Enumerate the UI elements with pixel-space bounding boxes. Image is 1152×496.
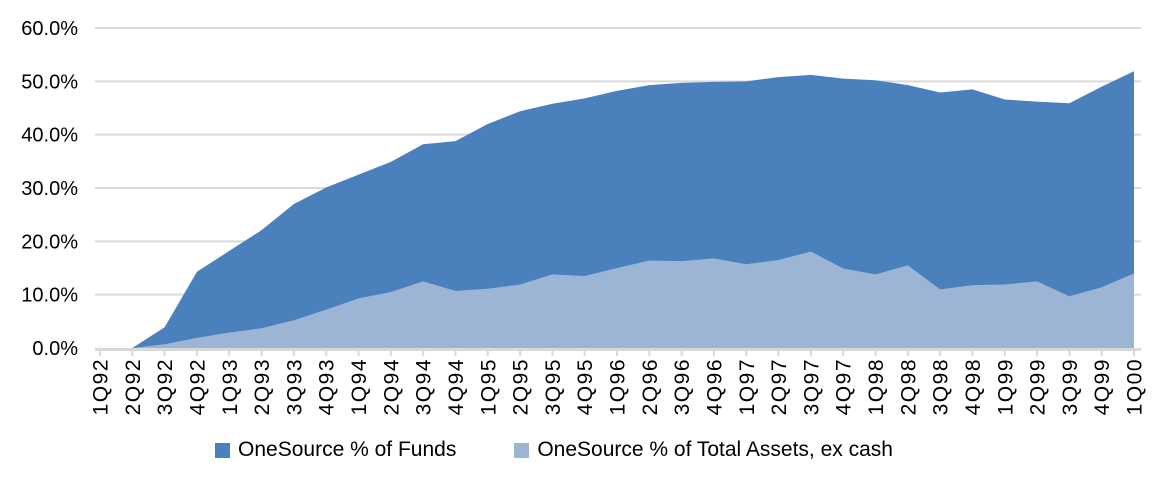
assets-legend-swatch-icon xyxy=(514,442,530,458)
x-axis-tick-label: 4Q93 xyxy=(316,358,339,415)
x-axis-tick-label: 3Q99 xyxy=(1059,358,1082,415)
y-axis-tick-label: 20.0% xyxy=(21,231,78,253)
x-axis-tick-label: 3Q94 xyxy=(413,358,436,415)
funds-legend-label: OneSource % of Funds xyxy=(238,438,457,461)
y-axis-tick-label: 60.0% xyxy=(21,18,78,40)
y-axis-tick-label: 30.0% xyxy=(21,178,78,200)
x-axis-tick-label: 3Q95 xyxy=(542,358,565,415)
x-axis-tick-label: 4Q96 xyxy=(703,358,726,415)
x-axis-tick-label: 3Q93 xyxy=(283,358,306,415)
x-axis-tick-label: 4Q95 xyxy=(574,358,597,415)
x-axis-tick-label: 3Q96 xyxy=(671,358,694,415)
x-axis-tick-label: 1Q96 xyxy=(607,358,630,415)
x-axis-tick-label: 1Q92 xyxy=(90,358,113,415)
y-axis-tick-label: 40.0% xyxy=(21,125,78,147)
x-axis-tick-label: 1Q99 xyxy=(994,358,1017,415)
x-axis-tick-label: 1Q98 xyxy=(865,358,888,415)
x-axis-tick-label: 2Q99 xyxy=(1027,358,1050,415)
x-axis-tick-label: 2Q98 xyxy=(897,358,920,415)
x-axis-tick-label: 2Q97 xyxy=(768,358,791,415)
x-axis-tick-label: 3Q98 xyxy=(930,358,953,415)
plot-area: 1Q92 2Q92 3Q92 4Q92 1Q93 2Q93 3Q93 4Q93 1Q94 2Q94… xyxy=(21,18,1147,415)
x-axis-tick-label: 2Q92 xyxy=(122,358,145,415)
legend-item-funds: OneSource % of Funds xyxy=(215,438,456,462)
x-axis-tick-label: 3Q97 xyxy=(800,358,823,415)
x-axis-tick-label: 1Q94 xyxy=(348,358,371,415)
x-axis-tick-label: 3Q92 xyxy=(154,358,177,415)
x-axis-tick-label: 4Q97 xyxy=(833,358,856,415)
x-axis-tick-label: 2Q96 xyxy=(639,358,662,415)
x-axis-tick-label: 2Q95 xyxy=(510,358,533,415)
x-axis-tick-label: 1Q95 xyxy=(477,358,500,415)
x-axis-tick-label: 2Q93 xyxy=(251,358,274,415)
x-axis-tick-label: 4Q92 xyxy=(186,358,209,415)
legend-item-assets: OneSource % of Total Assets, ex cash xyxy=(514,438,893,462)
funds-legend-swatch-icon xyxy=(215,442,231,458)
area-series-1 xyxy=(100,251,1134,348)
y-axis-tick-label: 0.0% xyxy=(32,338,78,360)
assets-legend-label: OneSource % of Total Assets, ex cash xyxy=(537,438,893,461)
x-axis-tick-label: 4Q94 xyxy=(445,358,468,415)
x-axis-tick-label: 4Q98 xyxy=(962,358,985,415)
y-axis-tick-label: 50.0% xyxy=(21,71,78,93)
x-axis-tick-label: 1Q00 xyxy=(1124,358,1147,415)
x-axis-tick-label: 1Q97 xyxy=(736,358,759,415)
x-axis-tick-label: 1Q93 xyxy=(219,358,242,415)
y-axis-tick-label: 10.0% xyxy=(21,285,78,307)
x-axis-tick-label: 4Q99 xyxy=(1091,358,1114,415)
x-axis-tick-label: 2Q94 xyxy=(380,358,403,415)
legend: OneSource % of Funds OneSource % of Tota… xyxy=(0,438,1130,462)
